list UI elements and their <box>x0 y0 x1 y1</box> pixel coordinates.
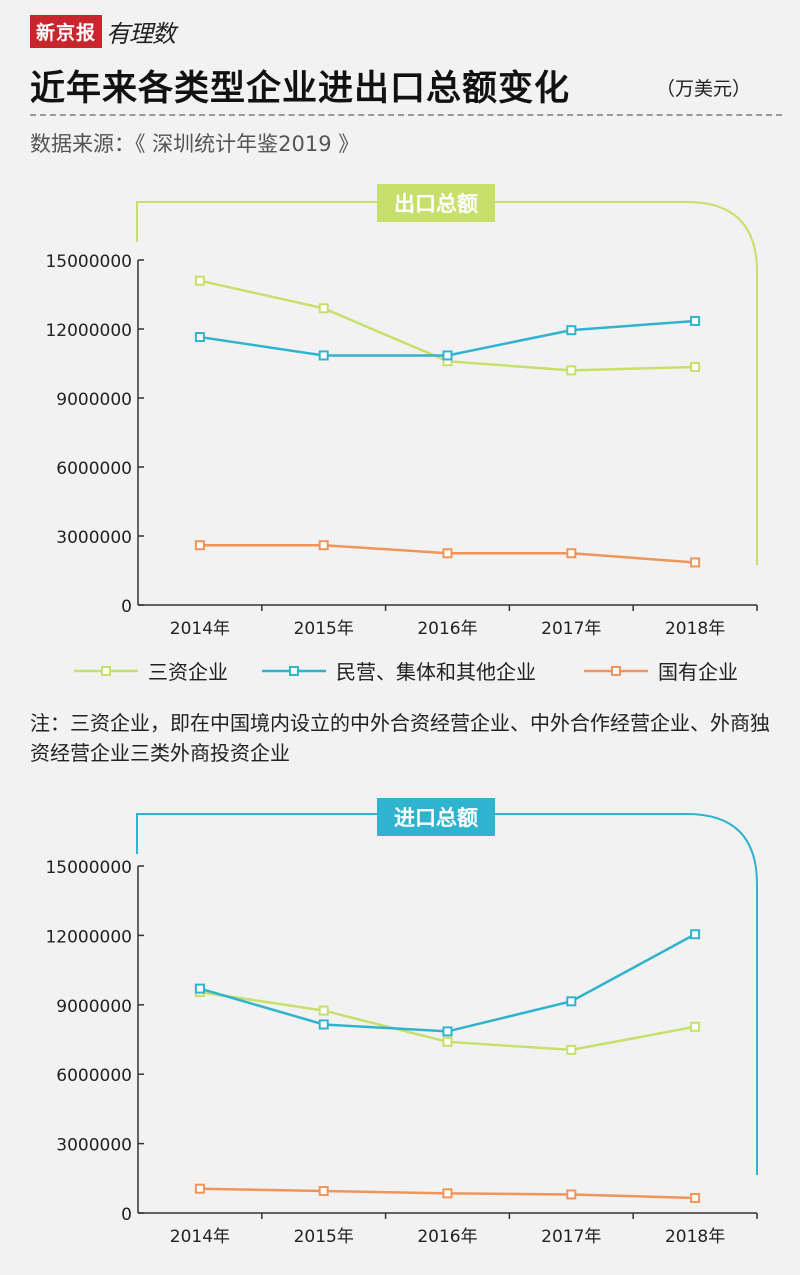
export-chart: 出口总额 0 3000000 6000000 9000000 12000000 150000… <box>45 184 758 639</box>
title-divider <box>30 114 782 116</box>
import-y-tick-label: 3000000 <box>56 1136 132 1156</box>
unit-label: （万美元） <box>656 78 752 100</box>
export-series-point-2 <box>318 540 329 551</box>
import-series-point-1 <box>194 983 205 994</box>
import-series-point-1 <box>690 929 701 940</box>
export-x-tick-label: 2014年 <box>170 619 230 639</box>
legend-swatch-state <box>584 665 648 676</box>
import-chart-title: 进口总额 <box>394 806 478 830</box>
import-series-point-0 <box>442 1036 453 1047</box>
export-x-tick-label: 2017年 <box>541 619 601 639</box>
import-series-point-0 <box>690 1021 701 1032</box>
import-series-point-2 <box>194 1183 205 1194</box>
import-title-pill <box>377 798 495 836</box>
import-series-point-1 <box>318 1019 329 1030</box>
export-y-tick-label: 0 <box>121 597 132 617</box>
export-series-point-1 <box>318 350 329 361</box>
export-y-tick-label: 6000000 <box>56 459 132 479</box>
source-text: 数据来源：《 深圳统计年鉴2019 》 <box>30 132 360 156</box>
import-series-point-0 <box>318 1005 329 1016</box>
import-y-tick-label: 15000000 <box>45 858 132 878</box>
brand-logo: 新京报 有理数 <box>30 12 176 50</box>
import-series-point-2 <box>442 1188 453 1199</box>
export-series-line-1 <box>199 319 696 357</box>
import-y-tick-label: 12000000 <box>45 927 132 947</box>
import-x-tick-label: 2016年 <box>417 1227 477 1247</box>
brand-name: 新京报 <box>30 14 103 48</box>
export-y-tick-label: 15000000 <box>45 252 132 272</box>
import-series-point-1 <box>566 996 577 1007</box>
export-series-point-0 <box>566 365 577 376</box>
brand-script: 有理数 <box>106 19 176 48</box>
export-frame <box>136 201 758 565</box>
legend-item-state: 国有企业 <box>584 656 738 685</box>
legend-swatch-foreign <box>74 665 138 676</box>
export-x-tick-label: 2015年 <box>294 619 354 639</box>
import-x-tick-label: 2014年 <box>170 1227 230 1247</box>
import-series-line-1 <box>199 933 696 1033</box>
import-y-tick-label: 6000000 <box>56 1066 132 1086</box>
export-y-tick-label: 3000000 <box>56 528 132 548</box>
export-x-tick-label: 2016年 <box>417 619 477 639</box>
import-x-tick-label: 2015年 <box>294 1227 354 1247</box>
legend-item-private: 民营、集体和其他企业 <box>262 656 536 685</box>
import-x-tick-label: 2017年 <box>541 1227 601 1247</box>
export-series-point-0 <box>690 361 701 372</box>
export-series-point-2 <box>442 548 453 559</box>
legend: 三资企业 民营、集体和其他企业 国有企业 <box>0 656 800 688</box>
export-series-point-2 <box>690 557 701 568</box>
import-series-point-1 <box>442 1026 453 1037</box>
export-y-tick-label: 9000000 <box>56 390 132 410</box>
export-series-point-1 <box>194 332 205 343</box>
export-series-point-2 <box>566 548 577 559</box>
export-series-point-1 <box>442 350 453 361</box>
export-series-point-0 <box>318 303 329 314</box>
export-chart-title: 出口总额 <box>394 192 478 216</box>
import-y-tick-label: 0 <box>121 1205 132 1225</box>
page-title: 近年来各类型企业进出口总额变化 <box>30 69 571 109</box>
import-series-point-0 <box>566 1044 577 1055</box>
import-frame <box>136 813 758 1175</box>
import-series-point-2 <box>566 1189 577 1200</box>
import-series-point-2 <box>318 1186 329 1197</box>
export-series-point-1 <box>566 325 577 336</box>
import-series-point-2 <box>690 1192 701 1203</box>
footnote: 注：三资企业，即在中国境内设立的中外合资经营企业、中外合作经营企业、外商独资经营… <box>30 711 770 765</box>
import-chart: 进口总额 0 3000000 6000000 9000000 12000000 150000… <box>45 798 758 1247</box>
legend-label-foreign: 三资企业 <box>148 660 228 684</box>
export-y-tick-label: 12000000 <box>45 321 132 341</box>
legend-swatch-private <box>262 665 326 676</box>
export-series-point-2 <box>194 540 205 551</box>
legend-label-private: 民营、集体和其他企业 <box>336 660 536 684</box>
export-x-tick-label: 2018年 <box>665 619 725 639</box>
legend-label-state: 国有企业 <box>658 660 738 684</box>
import-y-tick-label: 9000000 <box>56 997 132 1017</box>
export-series-point-1 <box>690 315 701 326</box>
legend-item-foreign: 三资企业 <box>74 656 228 685</box>
import-x-tick-label: 2018年 <box>665 1227 725 1247</box>
export-title-pill <box>377 184 495 222</box>
export-series-point-0 <box>194 275 205 286</box>
